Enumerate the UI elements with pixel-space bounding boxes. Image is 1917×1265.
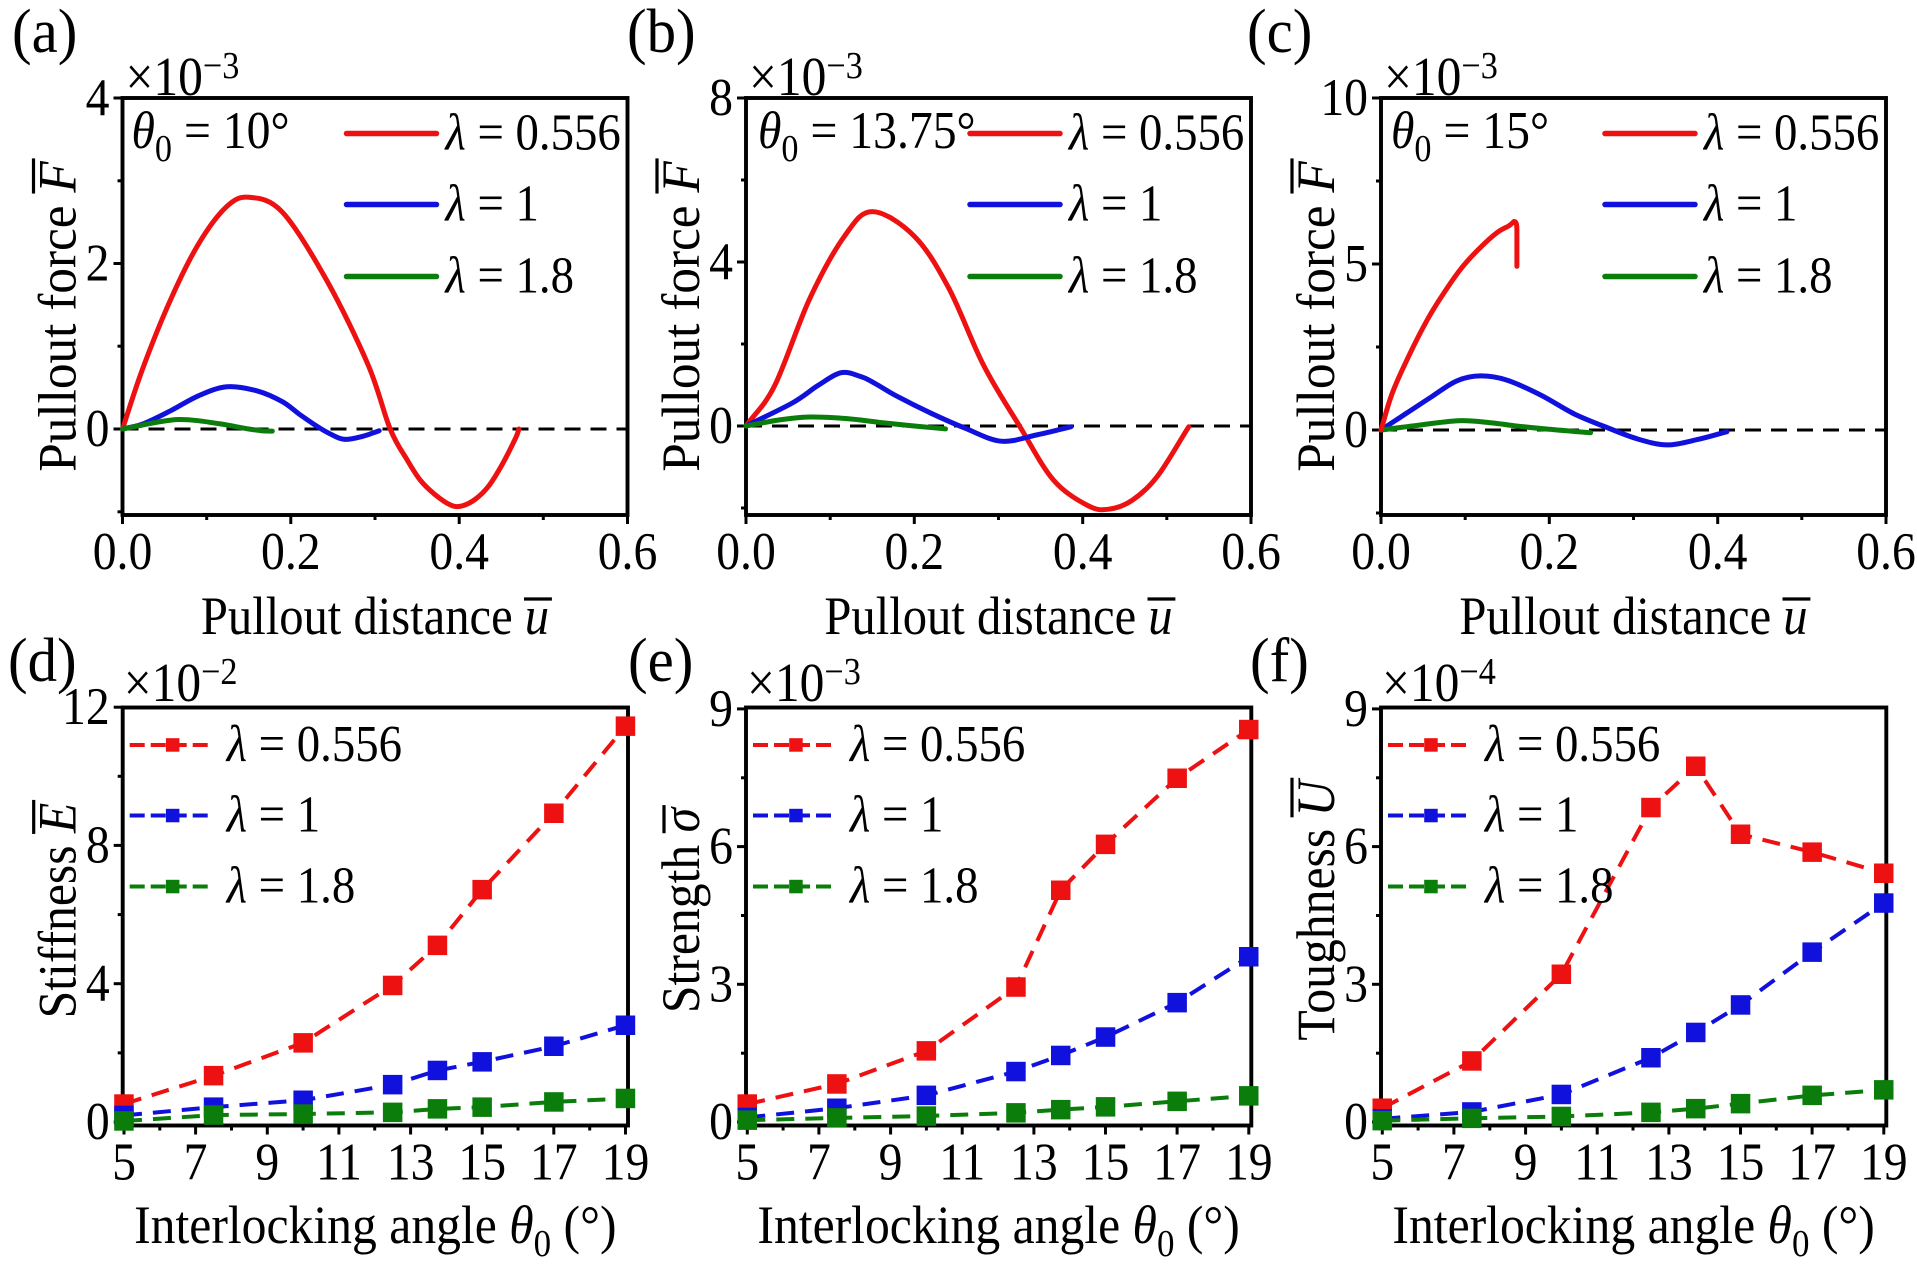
svg-text:7: 7 <box>807 1132 831 1191</box>
svg-text:3: 3 <box>709 954 733 1013</box>
svg-text:λ = 1.8: λ = 1.8 <box>1483 856 1613 914</box>
svg-text:7: 7 <box>1442 1132 1466 1191</box>
svg-text:0.6: 0.6 <box>598 522 658 581</box>
svg-text:13: 13 <box>1645 1132 1693 1191</box>
svg-text:11: 11 <box>1574 1132 1620 1191</box>
svg-text:4: 4 <box>709 232 733 291</box>
svg-text:(d): (d) <box>8 627 77 696</box>
svg-text:λ = 1.8: λ = 1.8 <box>225 856 355 914</box>
svg-text:λ = 1.8: λ = 1.8 <box>1067 246 1197 304</box>
svg-text:Toughness U: Toughness U <box>1287 777 1346 1040</box>
svg-text:λ = 0.556: λ = 0.556 <box>1067 103 1244 161</box>
svg-text:5: 5 <box>1344 234 1368 293</box>
svg-text:17: 17 <box>1788 1132 1836 1191</box>
svg-text:0.4: 0.4 <box>1053 522 1113 581</box>
svg-text:(a): (a) <box>12 0 77 66</box>
svg-text:(e): (e) <box>628 627 693 696</box>
svg-text:λ = 0.556: λ = 0.556 <box>1483 715 1660 773</box>
svg-text:8: 8 <box>709 68 733 127</box>
svg-text:(c): (c) <box>1247 0 1312 66</box>
svg-text:4: 4 <box>86 68 110 127</box>
svg-text:5: 5 <box>1370 1132 1394 1191</box>
svg-text:λ = 0.556: λ = 0.556 <box>1702 103 1879 161</box>
svg-text:2: 2 <box>86 233 110 292</box>
svg-text:4: 4 <box>86 953 110 1012</box>
svg-text:θ0 = 15°: θ0 = 15° <box>1391 101 1549 170</box>
svg-text:0: 0 <box>86 399 110 458</box>
svg-text:0.0: 0.0 <box>93 522 153 581</box>
svg-text:0: 0 <box>709 396 733 455</box>
svg-text:λ = 1: λ = 1 <box>1702 174 1797 232</box>
svg-text:15: 15 <box>1082 1132 1130 1191</box>
svg-text:Stiffness E: Stiffness E <box>29 803 88 1019</box>
svg-text:11: 11 <box>316 1132 362 1191</box>
svg-text:9: 9 <box>709 679 733 738</box>
svg-text:λ = 1: λ = 1 <box>1483 785 1578 843</box>
svg-text:0: 0 <box>86 1092 110 1151</box>
svg-text:(b): (b) <box>627 0 696 66</box>
svg-text:0.4: 0.4 <box>429 522 489 581</box>
svg-text:0.2: 0.2 <box>1519 522 1579 581</box>
svg-text:8: 8 <box>86 815 110 874</box>
svg-text:15: 15 <box>458 1132 506 1191</box>
svg-text:7: 7 <box>184 1132 208 1191</box>
svg-text:λ = 1: λ = 1 <box>444 174 539 232</box>
svg-text:0.6: 0.6 <box>1221 522 1281 581</box>
svg-text:19: 19 <box>602 1132 650 1191</box>
svg-text:Pullout force F: Pullout force F <box>28 160 87 471</box>
svg-text:0: 0 <box>1344 400 1368 459</box>
svg-text:Pullout distance u: Pullout distance u <box>824 587 1172 647</box>
svg-text:9: 9 <box>1344 679 1368 738</box>
svg-text:λ = 1.8: λ = 1.8 <box>848 856 978 914</box>
svg-text:0.6: 0.6 <box>1856 522 1916 581</box>
svg-text:6: 6 <box>709 816 733 875</box>
svg-text:0.0: 0.0 <box>1351 522 1411 581</box>
svg-text:13: 13 <box>387 1132 435 1191</box>
svg-text:0.0: 0.0 <box>716 522 776 581</box>
svg-text:0: 0 <box>709 1092 733 1151</box>
svg-text:15: 15 <box>1717 1132 1765 1191</box>
svg-text:6: 6 <box>1344 816 1368 875</box>
svg-text:0.4: 0.4 <box>1688 522 1748 581</box>
svg-text:λ = 0.556: λ = 0.556 <box>225 715 402 773</box>
svg-text:5: 5 <box>735 1132 759 1191</box>
svg-text:13: 13 <box>1010 1132 1058 1191</box>
svg-text:0.2: 0.2 <box>884 522 944 581</box>
svg-text:λ = 1: λ = 1 <box>225 785 320 843</box>
svg-text:5: 5 <box>112 1132 136 1191</box>
svg-text:12: 12 <box>62 677 110 736</box>
svg-text:λ = 1: λ = 1 <box>1067 174 1162 232</box>
svg-text:Strength σ: Strength σ <box>652 806 711 1014</box>
svg-text:0: 0 <box>1344 1092 1368 1151</box>
svg-text:Pullout distance u: Pullout distance u <box>201 587 549 647</box>
svg-text:θ0 = 13.75°: θ0 = 13.75° <box>758 101 976 170</box>
svg-text:9: 9 <box>879 1132 903 1191</box>
svg-text:λ = 1: λ = 1 <box>848 785 943 843</box>
svg-text:(f): (f) <box>1250 627 1309 696</box>
svg-text:17: 17 <box>530 1132 578 1191</box>
svg-text:9: 9 <box>255 1132 279 1191</box>
svg-text:10: 10 <box>1320 68 1368 127</box>
svg-text:11: 11 <box>939 1132 985 1191</box>
svg-text:0.2: 0.2 <box>261 522 321 581</box>
svg-text:3: 3 <box>1344 954 1368 1013</box>
svg-text:λ = 1.8: λ = 1.8 <box>444 246 574 304</box>
svg-text:17: 17 <box>1153 1132 1201 1191</box>
svg-text:19: 19 <box>1225 1132 1273 1191</box>
svg-text:19: 19 <box>1860 1132 1908 1191</box>
svg-text:λ = 0.556: λ = 0.556 <box>444 103 621 161</box>
svg-text:Pullout force F: Pullout force F <box>1287 160 1346 471</box>
svg-text:λ = 0.556: λ = 0.556 <box>848 715 1025 773</box>
svg-text:λ = 1.8: λ = 1.8 <box>1702 246 1832 304</box>
svg-text:θ0 = 10°: θ0 = 10° <box>132 101 290 170</box>
svg-text:9: 9 <box>1514 1132 1538 1191</box>
svg-text:Pullout force F: Pullout force F <box>652 160 711 471</box>
svg-text:Pullout distance u: Pullout distance u <box>1459 587 1807 647</box>
